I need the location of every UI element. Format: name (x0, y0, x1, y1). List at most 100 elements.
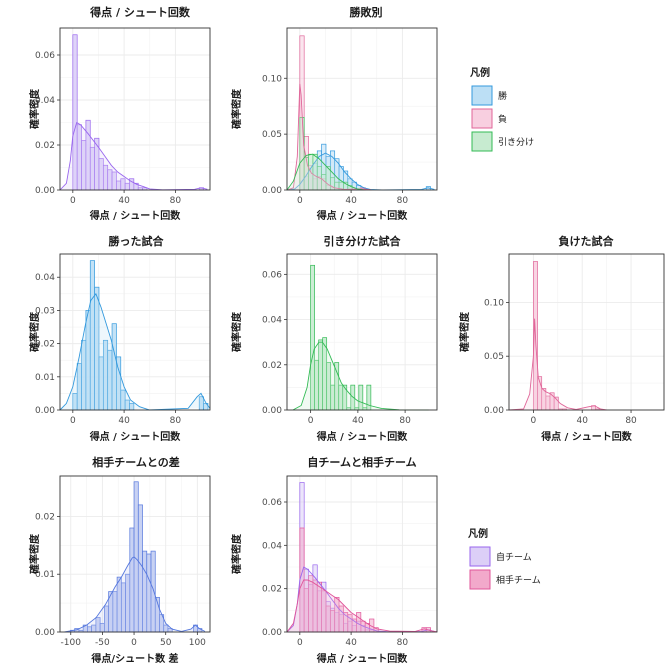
y-axis-label: 確率密度 (28, 311, 41, 352)
y-axis-label: 確率密度 (28, 533, 41, 574)
x-axis-label: 得点 / シュート回数 (316, 652, 409, 665)
x-tick-label: 40 (577, 416, 589, 426)
x-tick-label: 0 (70, 196, 76, 206)
x-tick-label: 80 (170, 196, 182, 206)
panel-border (59, 253, 211, 411)
y-tick-label: 0.00 (35, 186, 55, 196)
x-tick-label: 0 (531, 416, 537, 426)
x-axis-label: 得点 / シュート回数 (316, 209, 409, 222)
y-axis-label: 確率密度 (458, 311, 471, 352)
x-tick-label: 80 (170, 416, 182, 426)
y-tick-label: 0.02 (35, 141, 55, 151)
series-main (72, 260, 209, 411)
y-tick-label: 0.02 (262, 361, 282, 371)
y-tick-label: 0.03 (35, 306, 55, 316)
y-tick-label: 0.05 (262, 130, 282, 140)
panel-border (286, 27, 438, 191)
y-tick-label: 0.01 (35, 570, 55, 580)
y-axis-label: 確率密度 (230, 88, 243, 129)
series-main (72, 34, 204, 191)
x-tick-label: 0 (308, 416, 314, 426)
y-tick-label: 0.00 (35, 406, 55, 416)
x-tick-label: -50 (95, 638, 110, 648)
y-tick-label: 0.04 (262, 316, 282, 326)
legend-key (469, 569, 491, 590)
y-tick-label: 0.06 (262, 270, 282, 280)
y-tick-label: 0.00 (35, 628, 55, 638)
x-tick-label: 80 (399, 416, 411, 426)
panel-border (286, 475, 438, 633)
y-axis-label: 確率密度 (230, 311, 243, 352)
density-curve (59, 121, 208, 191)
y-tick-label: 0.10 (484, 298, 504, 308)
y-axis-label: 確率密度 (28, 88, 41, 129)
y-tick-label: 0.00 (262, 186, 282, 196)
x-tick-label: 0 (131, 638, 137, 648)
y-tick-label: 0.10 (262, 74, 282, 84)
x-axis-label: 得点/シュート数 差 (90, 652, 178, 665)
y-tick-label: 0.05 (484, 352, 504, 362)
series-main (70, 481, 203, 633)
x-axis-label: 得点 / シュート回数 (89, 430, 182, 443)
x-tick-label: 0 (297, 638, 303, 648)
y-tick-label: 0.02 (35, 512, 55, 522)
x-tick-label: 40 (345, 196, 357, 206)
y-tick-label: 0.00 (262, 628, 282, 638)
chart-title: 負けた試合 (559, 234, 615, 248)
chart-title: 自チームと相手チーム (307, 455, 416, 469)
y-tick-label: 0.02 (35, 340, 55, 350)
legend-entry: 負 (498, 113, 507, 125)
density-curve (286, 566, 435, 633)
y-tick-label: 0.06 (262, 498, 282, 508)
gridlines (509, 254, 664, 411)
x-tick-label: 80 (625, 416, 637, 426)
y-tick-label: 0.02 (262, 585, 282, 595)
legend-entry: 引き分け (498, 137, 534, 148)
panel-border (59, 27, 211, 191)
legend-title: 凡例 (468, 527, 488, 540)
x-tick-label: 40 (118, 416, 130, 426)
panel-border (286, 253, 438, 411)
y-tick-label: 0.04 (35, 96, 55, 106)
x-tick-label: 50 (160, 638, 172, 648)
panel-border (508, 253, 665, 411)
x-tick-label: 100 (189, 638, 206, 648)
chart-title: 得点 / シュート回数 (89, 5, 191, 19)
chart-title: 引き分けた試合 (324, 234, 402, 248)
x-axis-label: 得点 / シュート回数 (540, 430, 633, 443)
density-curve (59, 292, 211, 411)
x-tick-label: 80 (397, 638, 409, 648)
legend-entry: 相手チーム (496, 574, 541, 586)
x-tick-label: 0 (70, 416, 76, 426)
y-tick-label: 0.04 (35, 273, 55, 283)
y-tick-label: 0.00 (262, 406, 282, 416)
y-tick-label: 0.01 (35, 373, 55, 383)
legend-key (471, 108, 493, 129)
density-curve (292, 341, 429, 411)
chart-title: 勝敗別 (350, 5, 383, 19)
x-tick-label: 40 (345, 638, 357, 648)
y-tick-label: 0.06 (35, 51, 55, 61)
y-axis-label: 確率密度 (230, 533, 243, 574)
chart-title: 相手チームとの差 (92, 455, 180, 469)
y-tick-label: 0.00 (484, 406, 504, 416)
density-curve (286, 579, 438, 633)
x-axis-label: 得点 / シュート回数 (89, 209, 182, 222)
legend-entry: 勝 (498, 90, 507, 102)
legend-entry: 自チーム (496, 551, 532, 563)
chart-panel-6: -100 -50 0 50 100 0.00 0.01 0.02 相手チームとの差得点/シュート… (28, 455, 211, 665)
legend-key (471, 131, 493, 152)
density-curve (64, 556, 206, 633)
legend-title: 凡例 (470, 66, 490, 79)
y-tick-label: 0.04 (262, 541, 282, 551)
legend-key (469, 546, 491, 567)
